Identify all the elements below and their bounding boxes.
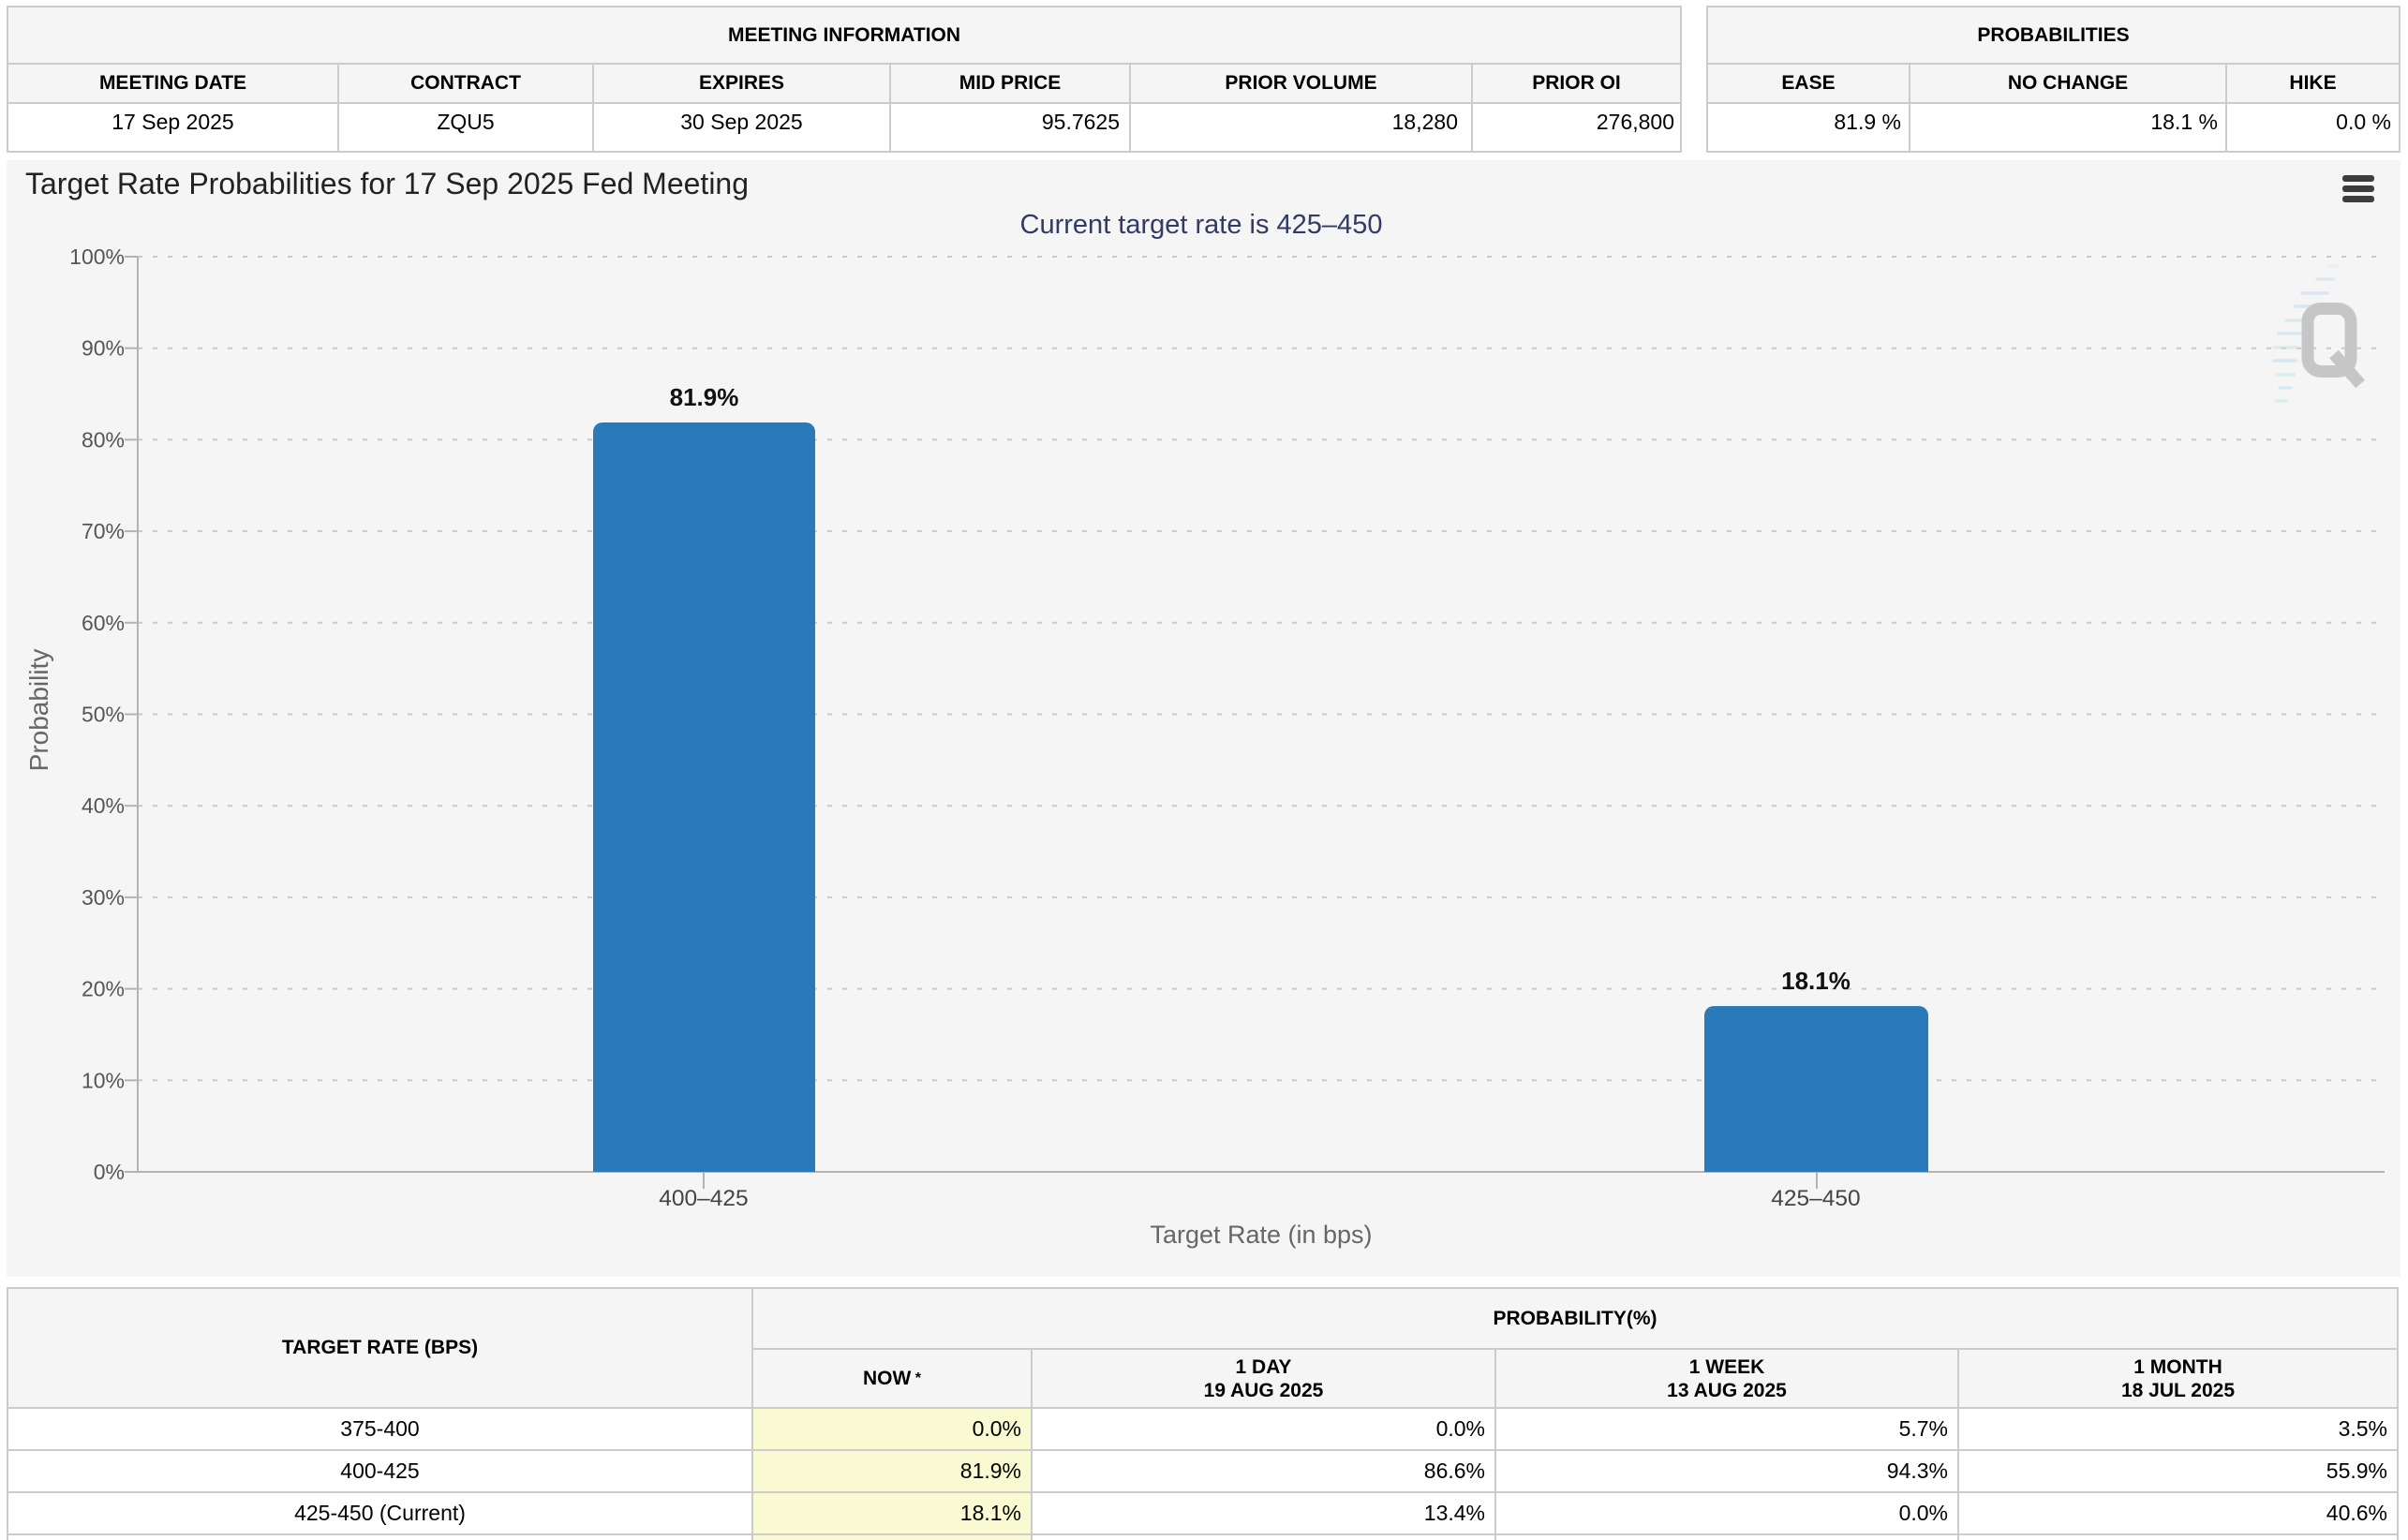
svg-text:100%: 100% xyxy=(69,244,125,269)
svg-text:30%: 30% xyxy=(82,885,125,910)
svg-text:81.9%: 81.9% xyxy=(670,383,739,411)
svg-text:50%: 50% xyxy=(82,703,125,727)
svg-text:40%: 40% xyxy=(82,793,125,818)
svg-text:10%: 10% xyxy=(82,1068,125,1092)
svg-text:18.1%: 18.1% xyxy=(1781,967,1851,995)
svg-text:Target Rate (in bps): Target Rate (in bps) xyxy=(1150,1221,1372,1249)
svg-text:0%: 0% xyxy=(94,1160,125,1184)
svg-text:80%: 80% xyxy=(82,427,125,452)
svg-text:90%: 90% xyxy=(82,336,125,361)
svg-text:60%: 60% xyxy=(82,611,125,635)
svg-text:Target Rate Probabilities for: Target Rate Probabilities for 17 Sep 202… xyxy=(25,167,749,200)
svg-text:20%: 20% xyxy=(82,977,125,1001)
svg-text:400–425: 400–425 xyxy=(659,1186,748,1211)
svg-text:70%: 70% xyxy=(82,519,125,543)
svg-text:Current target rate is 425–450: Current target rate is 425–450 xyxy=(1020,210,1383,240)
svg-text:Probability: Probability xyxy=(24,649,53,772)
svg-text:425–450: 425–450 xyxy=(1771,1186,1860,1211)
